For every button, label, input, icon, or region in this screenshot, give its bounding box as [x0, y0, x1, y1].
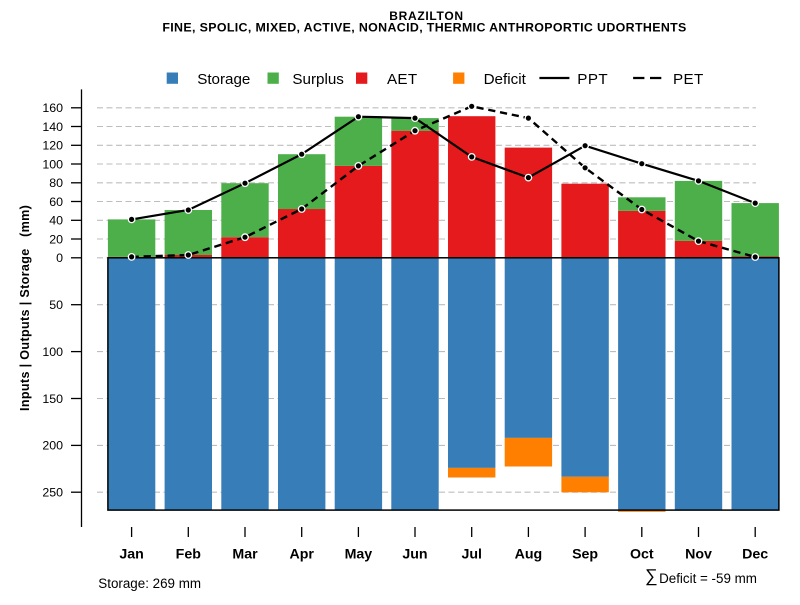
svg-text:BRAZILTON: BRAZILTON [389, 9, 464, 23]
svg-text:60: 60 [49, 195, 63, 209]
svg-text:Jan: Jan [119, 547, 143, 563]
svg-text:Jun: Jun [402, 547, 427, 563]
svg-text:∑: ∑ [645, 566, 658, 586]
svg-text:Mar: Mar [232, 547, 258, 563]
svg-text:May: May [345, 547, 373, 563]
svg-text:Deficit = -59 mm: Deficit = -59 mm [659, 571, 757, 586]
svg-text:80: 80 [49, 176, 63, 190]
svg-text:Jul: Jul [461, 547, 482, 563]
svg-text:Feb: Feb [176, 547, 202, 563]
svg-text:150: 150 [42, 392, 63, 406]
svg-text:Storage: Storage [197, 71, 250, 88]
svg-text:20: 20 [49, 232, 63, 246]
svg-text:160: 160 [42, 101, 63, 115]
svg-text:140: 140 [42, 120, 63, 134]
svg-text:Deficit: Deficit [484, 71, 527, 88]
svg-text:250: 250 [42, 486, 63, 500]
svg-text:Inputs | Outputs | Storage (: Inputs | Outputs | Storage (mm) [18, 205, 32, 411]
svg-text:Aug: Aug [515, 547, 543, 563]
svg-text:0: 0 [56, 251, 63, 265]
svg-text:Nov: Nov [685, 547, 712, 563]
svg-text:50: 50 [49, 298, 63, 312]
svg-text:Oct: Oct [630, 547, 654, 563]
svg-text:PET: PET [673, 71, 704, 88]
svg-text:PPT: PPT [577, 71, 608, 88]
svg-text:FINE, SPOLIC, MIXED, ACTIVE, N: FINE, SPOLIC, MIXED, ACTIVE, NONACID, TH… [162, 21, 686, 35]
svg-text:200: 200 [42, 439, 63, 453]
svg-text:100: 100 [42, 345, 63, 359]
svg-text:AET: AET [387, 71, 417, 88]
svg-text:40: 40 [49, 214, 63, 228]
svg-text:Sep: Sep [572, 547, 598, 563]
svg-text:100: 100 [42, 157, 63, 171]
svg-text:Apr: Apr [289, 547, 314, 563]
svg-text:Storage: 269 mm: Storage: 269 mm [98, 576, 201, 591]
svg-text:Surplus: Surplus [292, 71, 344, 88]
svg-text:Dec: Dec [742, 547, 768, 563]
svg-text:120: 120 [42, 139, 63, 153]
